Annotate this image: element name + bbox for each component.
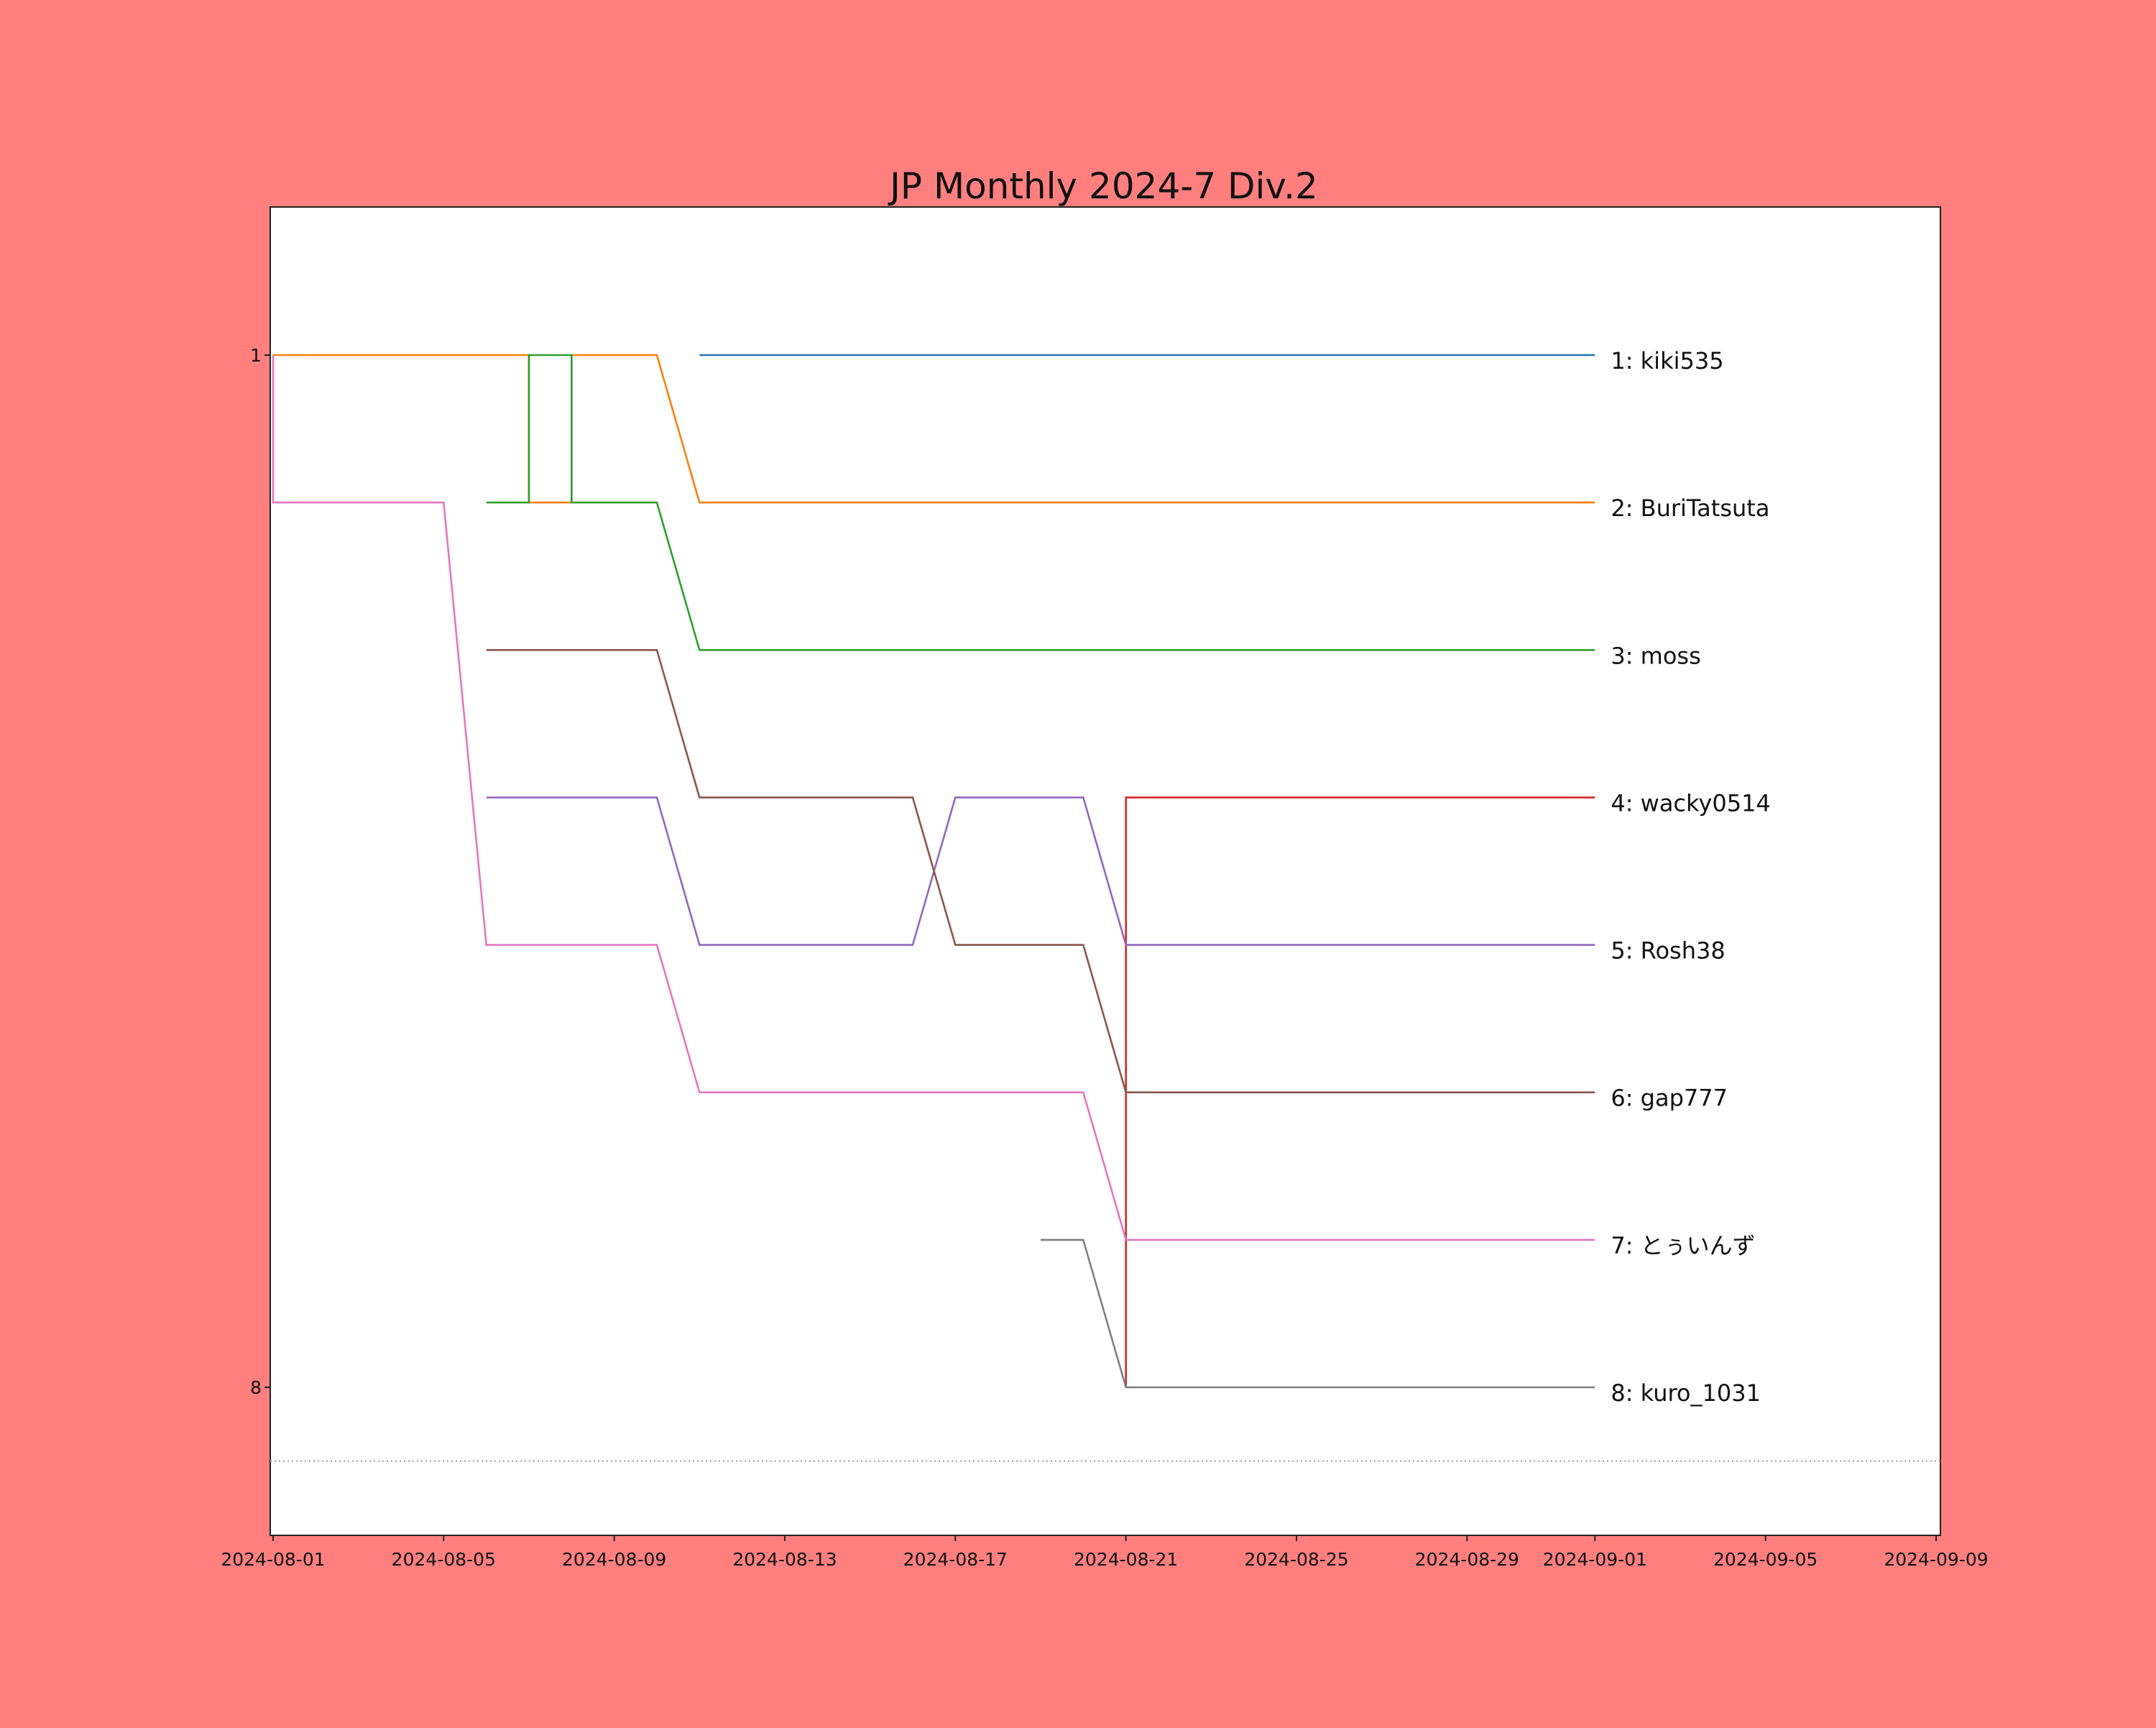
x-tick-label: 2024-09-09 [1884,1549,1988,1570]
series-line-8 [1041,1238,1595,1389]
x-tick-label: 2024-08-17 [903,1549,1008,1570]
series-line-4 [1125,796,1595,1387]
series-line-6 [486,648,1595,1093]
chart-title: JP Monthly 2024-7 Div.2 [888,165,1318,207]
x-tick-label: 2024-09-05 [1713,1549,1818,1570]
x-tick-label: 2024-09-01 [1543,1549,1647,1570]
x-tick-label: 2024-08-05 [392,1549,496,1570]
x-tick-label: 2024-08-13 [732,1549,837,1570]
series-line-3 [486,354,1595,651]
series-line-7 [272,355,1595,1241]
x-tick-label: 2024-08-01 [221,1549,325,1570]
series-label-2: 2: BuriTatsuta [1611,495,1769,522]
series-label-5: 5: Rosh38 [1611,937,1725,965]
series-label-4: 4: wacky0514 [1611,789,1770,817]
x-tick-label: 2024-08-29 [1415,1549,1519,1570]
series-label-3: 3: moss [1611,642,1700,669]
x-tick-label: 2024-08-21 [1074,1549,1178,1570]
y-tick-label: 1 [250,345,262,366]
series-label-8: 8: kuro_1031 [1611,1379,1761,1407]
y-tick-label: 8 [250,1377,262,1398]
x-tick-label: 2024-08-09 [562,1549,666,1570]
x-tick-label: 2024-08-25 [1244,1549,1348,1570]
series-label-7: 7: とぅいんず [1611,1232,1755,1259]
series-label-6: 6: gap777 [1611,1085,1728,1112]
series-label-1: 1: kiki535 [1611,347,1723,374]
